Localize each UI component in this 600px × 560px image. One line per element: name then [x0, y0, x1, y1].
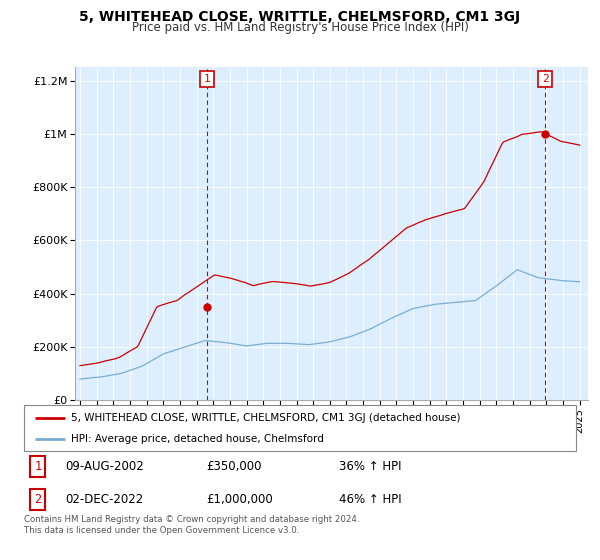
Text: 36% ↑ HPI: 36% ↑ HPI — [338, 460, 401, 473]
Text: 2: 2 — [34, 493, 41, 506]
Text: 46% ↑ HPI: 46% ↑ HPI — [338, 493, 401, 506]
Text: 5, WHITEHEAD CLOSE, WRITTLE, CHELMSFORD, CM1 3GJ: 5, WHITEHEAD CLOSE, WRITTLE, CHELMSFORD,… — [79, 10, 521, 24]
Text: 5, WHITEHEAD CLOSE, WRITTLE, CHELMSFORD, CM1 3GJ (detached house): 5, WHITEHEAD CLOSE, WRITTLE, CHELMSFORD,… — [71, 413, 460, 423]
FancyBboxPatch shape — [24, 405, 576, 451]
Text: 02-DEC-2022: 02-DEC-2022 — [65, 493, 143, 506]
Text: HPI: Average price, detached house, Chelmsford: HPI: Average price, detached house, Chel… — [71, 435, 324, 444]
Text: £1,000,000: £1,000,000 — [206, 493, 273, 506]
Text: 2: 2 — [542, 74, 548, 84]
Text: 1: 1 — [34, 460, 41, 473]
Text: Contains HM Land Registry data © Crown copyright and database right 2024.
This d: Contains HM Land Registry data © Crown c… — [24, 515, 359, 535]
Text: 1: 1 — [203, 74, 210, 84]
Text: £350,000: £350,000 — [206, 460, 262, 473]
Text: Price paid vs. HM Land Registry's House Price Index (HPI): Price paid vs. HM Land Registry's House … — [131, 21, 469, 34]
Text: 09-AUG-2002: 09-AUG-2002 — [65, 460, 144, 473]
